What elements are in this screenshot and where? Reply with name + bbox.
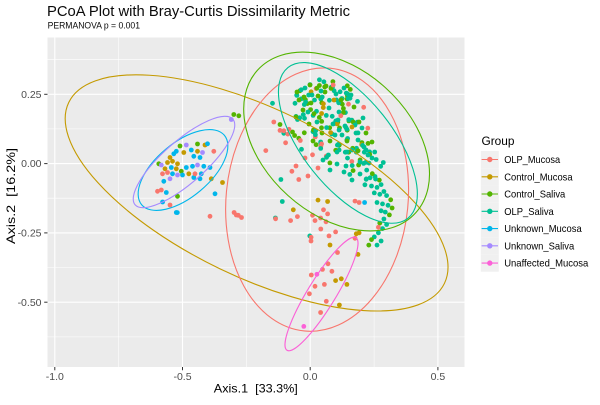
svg-text:Axis.2 [16.2%]: Axis.2 [16.2%]: [4, 148, 18, 244]
svg-text:0.5: 0.5: [431, 371, 446, 383]
svg-text:OLP_Saliva: OLP_Saliva: [504, 207, 554, 218]
svg-text:PCoA Plot with Bray-Curtis Dis: PCoA Plot with Bray-Curtis Dissimilarity…: [47, 3, 350, 20]
svg-text:Control_Mucosa: Control_Mucosa: [504, 172, 573, 183]
svg-text:Unknown_Saliva: Unknown_Saliva: [504, 241, 574, 252]
svg-text:OLP_Mucosa: OLP_Mucosa: [504, 155, 560, 166]
svg-text:-0.5: -0.5: [173, 371, 191, 383]
svg-text:Group: Group: [482, 134, 515, 148]
svg-text:Unaffected_Mucosa: Unaffected_Mucosa: [504, 259, 588, 270]
svg-text:Control_Saliva: Control_Saliva: [504, 190, 565, 201]
svg-text:-0.25: -0.25: [18, 228, 42, 240]
svg-text:PERMANOVA p = 0.001: PERMANOVA p = 0.001: [48, 21, 140, 31]
svg-text:0.0: 0.0: [303, 371, 318, 383]
svg-text:-1.0: -1.0: [46, 371, 64, 383]
svg-text:0.00: 0.00: [21, 158, 42, 170]
svg-text:Axis.1 [33.3%]: Axis.1 [33.3%]: [214, 382, 298, 396]
svg-text:-0.50: -0.50: [18, 297, 42, 309]
svg-text:0.25: 0.25: [21, 89, 42, 101]
svg-text:Unknown_Mucosa: Unknown_Mucosa: [504, 224, 582, 235]
